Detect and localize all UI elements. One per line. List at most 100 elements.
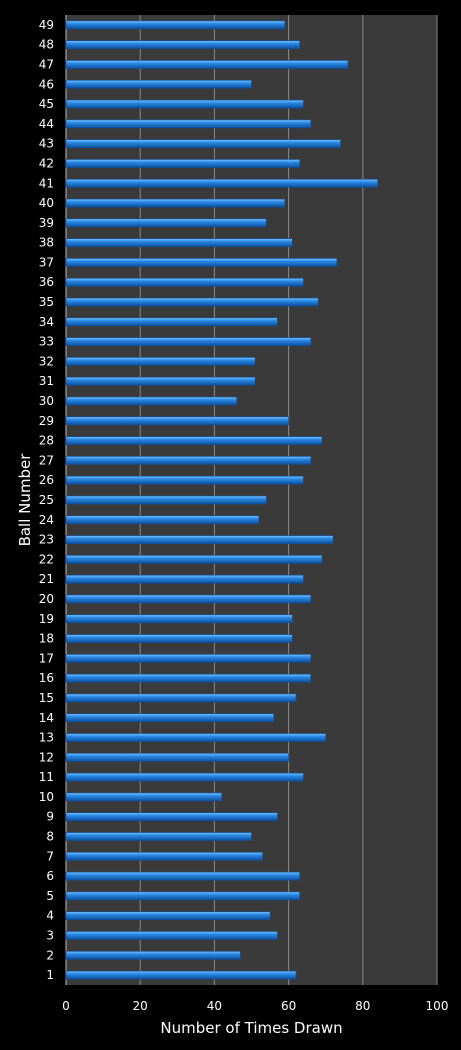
y-tick-label: 12 bbox=[39, 750, 54, 764]
y-tick-label: 4 bbox=[46, 909, 54, 923]
bar-ball-27 bbox=[65, 456, 312, 465]
bar-ball-19 bbox=[65, 614, 293, 624]
y-tick-label: 8 bbox=[46, 830, 54, 844]
y-tick-label: 36 bbox=[39, 275, 54, 289]
bar-ball-16 bbox=[65, 673, 312, 683]
y-tick-label: 16 bbox=[39, 671, 54, 685]
bar-ball-21 bbox=[65, 574, 304, 584]
y-tick-label: 6 bbox=[46, 869, 54, 883]
x-axis-ticks: 0 20 40 60 80 100 bbox=[62, 999, 448, 1013]
bar-ball-24 bbox=[65, 515, 260, 525]
y-tick-label: 31 bbox=[39, 374, 54, 388]
bar-ball-1 bbox=[65, 970, 297, 980]
y-tick-label: 38 bbox=[39, 236, 54, 250]
y-axis-ticks: 1234567891011121314151617181920212223242… bbox=[39, 18, 54, 982]
bar-ball-5 bbox=[65, 891, 301, 901]
bar-ball-46 bbox=[65, 79, 252, 89]
y-tick-label: 5 bbox=[46, 889, 54, 903]
y-tick-label: 44 bbox=[39, 117, 54, 131]
bar-ball-17 bbox=[65, 654, 312, 663]
y-tick-label: 28 bbox=[39, 434, 54, 448]
bar-ball-48 bbox=[65, 40, 301, 49]
y-tick-label: 49 bbox=[39, 18, 54, 32]
bar-ball-6 bbox=[65, 871, 301, 881]
y-tick-label: 35 bbox=[39, 295, 54, 309]
bar-ball-23 bbox=[65, 535, 334, 544]
y-tick-label: 39 bbox=[39, 216, 54, 230]
bar-ball-30 bbox=[65, 396, 237, 406]
bar-ball-12 bbox=[65, 753, 289, 762]
x-tick-label: 60 bbox=[281, 999, 296, 1013]
y-axis-title: Ball Number bbox=[16, 453, 34, 547]
bar-ball-10 bbox=[65, 792, 223, 802]
y-tick-label: 45 bbox=[39, 97, 54, 111]
y-tick-label: 14 bbox=[39, 711, 54, 725]
y-tick-label: 7 bbox=[46, 849, 54, 863]
bar-ball-35 bbox=[65, 297, 319, 307]
y-tick-label: 46 bbox=[39, 77, 54, 91]
y-tick-label: 20 bbox=[39, 592, 54, 606]
bar-ball-15 bbox=[65, 693, 297, 703]
bar-ball-32 bbox=[65, 357, 256, 366]
y-tick-label: 42 bbox=[39, 156, 54, 170]
y-tick-label: 13 bbox=[39, 731, 54, 745]
bars bbox=[65, 20, 378, 980]
y-tick-label: 2 bbox=[46, 948, 54, 962]
bar-ball-13 bbox=[65, 733, 327, 742]
x-tick-label: 80 bbox=[355, 999, 370, 1013]
y-tick-label: 19 bbox=[39, 612, 54, 626]
y-tick-label: 40 bbox=[39, 196, 54, 210]
bar-ball-22 bbox=[65, 555, 323, 564]
y-tick-label: 47 bbox=[39, 57, 54, 71]
bar-ball-8 bbox=[65, 832, 252, 841]
bar-ball-43 bbox=[65, 139, 341, 148]
y-tick-label: 11 bbox=[39, 770, 54, 784]
y-tick-label: 9 bbox=[46, 810, 54, 824]
bar-ball-40 bbox=[65, 198, 286, 208]
x-tick-label: 40 bbox=[207, 999, 222, 1013]
y-tick-label: 18 bbox=[39, 632, 54, 646]
bar-ball-36 bbox=[65, 277, 304, 287]
y-tick-label: 25 bbox=[39, 493, 54, 507]
bar-ball-33 bbox=[65, 337, 312, 346]
bar-ball-9 bbox=[65, 812, 278, 822]
bar-ball-45 bbox=[65, 99, 304, 109]
bar-ball-7 bbox=[65, 852, 263, 861]
bar-ball-4 bbox=[65, 911, 271, 921]
bar-ball-20 bbox=[65, 594, 312, 604]
bar-ball-2 bbox=[65, 951, 241, 960]
y-tick-label: 32 bbox=[39, 354, 54, 368]
x-tick-label: 0 bbox=[62, 999, 70, 1013]
y-tick-label: 30 bbox=[39, 394, 54, 408]
y-tick-label: 21 bbox=[39, 572, 54, 586]
bar-ball-14 bbox=[65, 713, 275, 723]
bar-ball-47 bbox=[65, 60, 349, 69]
y-tick-label: 22 bbox=[39, 552, 54, 566]
bar-ball-37 bbox=[65, 258, 338, 267]
bar-ball-29 bbox=[65, 416, 289, 426]
x-axis-title: Number of Times Drawn bbox=[160, 1019, 342, 1037]
y-tick-label: 41 bbox=[39, 176, 54, 190]
bar-ball-41 bbox=[65, 178, 378, 188]
bar-ball-49 bbox=[65, 20, 286, 30]
bar-ball-11 bbox=[65, 772, 304, 782]
x-tick-label: 100 bbox=[426, 999, 449, 1013]
bar-ball-28 bbox=[65, 436, 323, 445]
bar-ball-18 bbox=[65, 634, 293, 643]
bar-ball-3 bbox=[65, 931, 278, 940]
y-tick-label: 26 bbox=[39, 473, 54, 487]
x-tick-label: 20 bbox=[133, 999, 148, 1013]
y-tick-label: 17 bbox=[39, 651, 54, 665]
y-tick-label: 43 bbox=[39, 137, 54, 151]
y-tick-label: 1 bbox=[46, 968, 54, 982]
y-tick-label: 24 bbox=[39, 513, 54, 527]
bar-ball-25 bbox=[65, 495, 267, 505]
y-tick-label: 37 bbox=[39, 255, 54, 269]
y-tick-label: 33 bbox=[39, 335, 54, 349]
y-tick-label: 23 bbox=[39, 533, 54, 547]
y-tick-label: 34 bbox=[39, 315, 54, 329]
bar-ball-42 bbox=[65, 159, 301, 168]
bar-ball-26 bbox=[65, 475, 304, 485]
